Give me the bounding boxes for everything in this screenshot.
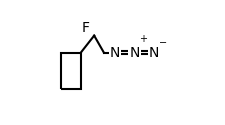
Text: +: + [140,34,147,44]
Text: N: N [149,46,159,60]
Text: −: − [159,38,167,48]
Text: F: F [82,21,90,35]
Text: N: N [129,46,140,60]
Text: N: N [110,46,120,60]
